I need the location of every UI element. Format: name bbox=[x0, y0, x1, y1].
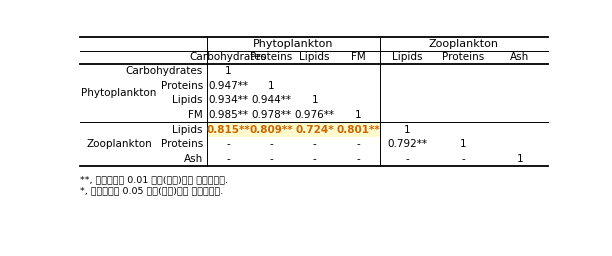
Text: 0.985**: 0.985** bbox=[208, 110, 248, 120]
Text: 0.978**: 0.978** bbox=[252, 110, 291, 120]
Text: Proteins: Proteins bbox=[160, 81, 203, 91]
Text: 0.815**: 0.815** bbox=[206, 125, 250, 135]
Text: 0.792**: 0.792** bbox=[387, 139, 428, 149]
Text: 1: 1 bbox=[225, 66, 231, 76]
Text: 1: 1 bbox=[517, 154, 523, 164]
Text: Carbohydrates: Carbohydrates bbox=[125, 66, 203, 76]
Text: -: - bbox=[270, 139, 274, 149]
Text: 1: 1 bbox=[312, 95, 318, 105]
Text: Phytoplankton: Phytoplankton bbox=[253, 39, 334, 49]
Text: 0.934**: 0.934** bbox=[208, 95, 248, 105]
Text: FM: FM bbox=[351, 52, 365, 62]
Bar bbox=[207, 122, 379, 137]
Text: Zooplankton: Zooplankton bbox=[428, 39, 499, 49]
Text: FM: FM bbox=[188, 110, 203, 120]
Text: 0.944**: 0.944** bbox=[252, 95, 291, 105]
Text: Lipids: Lipids bbox=[392, 52, 423, 62]
Text: Proteins: Proteins bbox=[442, 52, 485, 62]
Text: 0.947**: 0.947** bbox=[208, 81, 248, 91]
Text: -: - bbox=[226, 154, 230, 164]
Text: 1: 1 bbox=[405, 125, 411, 135]
Text: Proteins: Proteins bbox=[160, 139, 203, 149]
Text: 1: 1 bbox=[268, 81, 275, 91]
Text: -: - bbox=[270, 154, 274, 164]
Text: -: - bbox=[313, 139, 316, 149]
Text: 1: 1 bbox=[460, 139, 467, 149]
Text: Proteins: Proteins bbox=[250, 52, 293, 62]
Text: 1: 1 bbox=[354, 110, 361, 120]
Text: -: - bbox=[461, 154, 466, 164]
Text: Ash: Ash bbox=[184, 154, 203, 164]
Text: -: - bbox=[356, 154, 360, 164]
Text: -: - bbox=[406, 154, 409, 164]
Text: Zooplankton: Zooplankton bbox=[86, 139, 152, 149]
Text: 0.809**: 0.809** bbox=[250, 125, 293, 135]
Text: 0.724*: 0.724* bbox=[296, 125, 334, 135]
Text: Phytoplankton: Phytoplankton bbox=[81, 88, 157, 98]
Text: Lipids: Lipids bbox=[173, 125, 203, 135]
Text: *, 상관계수는 0.05 수준(양쪽)에서 유의합니다.: *, 상관계수는 0.05 수준(양쪽)에서 유의합니다. bbox=[80, 186, 223, 195]
Text: -: - bbox=[313, 154, 316, 164]
Text: Lipids: Lipids bbox=[299, 52, 330, 62]
Text: **, 상관계수는 0.01 수준(양쪽)에서 유의합니다.: **, 상관계수는 0.01 수준(양쪽)에서 유의합니다. bbox=[80, 176, 228, 185]
Text: -: - bbox=[356, 139, 360, 149]
Text: 0.801**: 0.801** bbox=[336, 125, 380, 135]
Text: Carbohydrates: Carbohydrates bbox=[190, 52, 267, 62]
Text: Ash: Ash bbox=[510, 52, 529, 62]
Text: Lipids: Lipids bbox=[173, 95, 203, 105]
Text: -: - bbox=[226, 139, 230, 149]
Text: 0.976**: 0.976** bbox=[295, 110, 335, 120]
